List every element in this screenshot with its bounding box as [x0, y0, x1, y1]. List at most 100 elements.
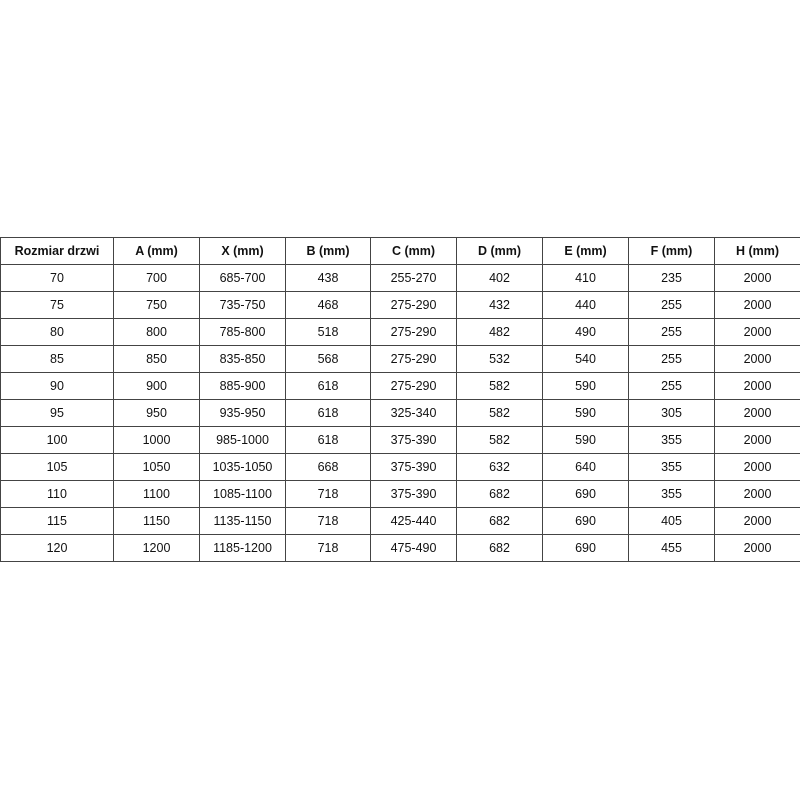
table-cell: 885-900 — [199, 372, 286, 400]
table-cell: 355 — [628, 453, 715, 481]
table-cell: 690 — [542, 480, 629, 508]
table-cell: 438 — [285, 264, 371, 292]
table-cell: 590 — [542, 372, 629, 400]
table-cell: 120 — [0, 534, 114, 562]
table-cell: 682 — [456, 507, 543, 535]
table-cell: 468 — [285, 291, 371, 319]
table-cell: 235 — [628, 264, 715, 292]
table-cell: 900 — [113, 372, 200, 400]
table-cell: 2000 — [714, 453, 800, 481]
table-row: 115 1150 1135-1150 718 425-440 682 690 405 2000 — [0, 507, 800, 535]
table-cell: 432 — [456, 291, 543, 319]
table-cell: 110 — [0, 480, 114, 508]
table-cell: 105 — [0, 453, 114, 481]
table-cell: 700 — [113, 264, 200, 292]
table-cell: 718 — [285, 507, 371, 535]
table-cell: 1100 — [113, 480, 200, 508]
column-header: A (mm) — [113, 237, 200, 265]
table-cell: 2000 — [714, 345, 800, 373]
table-cell: 325-340 — [370, 399, 457, 427]
table-cell: 690 — [542, 534, 629, 562]
table-cell: 95 — [0, 399, 114, 427]
table-cell: 85 — [0, 345, 114, 373]
table-row: 85 850 835-850 568 275-290 532 540 255 2000 — [0, 345, 800, 373]
table-cell: 540 — [542, 345, 629, 373]
table-cell: 582 — [456, 372, 543, 400]
table-cell: 935-950 — [199, 399, 286, 427]
table-row: 70 700 685-700 438 255-270 402 410 235 2000 — [0, 264, 800, 292]
table-row: 110 1100 1085-1100 718 375-390 682 690 355 2000 — [0, 480, 800, 508]
column-header: X (mm) — [199, 237, 286, 265]
table-cell: 2000 — [714, 264, 800, 292]
table-cell: 718 — [285, 480, 371, 508]
table-cell: 425-440 — [370, 507, 457, 535]
table-row: 100 1000 985-1000 618 375-390 582 590 355 2000 — [0, 426, 800, 454]
table-cell: 590 — [542, 399, 629, 427]
table-cell: 582 — [456, 399, 543, 427]
table-row: 105 1050 1035-1050 668 375-390 632 640 355 2000 — [0, 453, 800, 481]
table-row: 80 800 785-800 518 275-290 482 490 255 2000 — [0, 318, 800, 346]
table-cell: 410 — [542, 264, 629, 292]
table-cell: 618 — [285, 426, 371, 454]
table-cell: 1000 — [113, 426, 200, 454]
table-cell: 355 — [628, 426, 715, 454]
table-cell: 718 — [285, 534, 371, 562]
table-cell: 1150 — [113, 507, 200, 535]
table-cell: 682 — [456, 534, 543, 562]
table-cell: 690 — [542, 507, 629, 535]
table-cell: 375-390 — [370, 426, 457, 454]
table-row: 90 900 885-900 618 275-290 582 590 255 2000 — [0, 372, 800, 400]
column-header: E (mm) — [542, 237, 629, 265]
table-cell: 255 — [628, 345, 715, 373]
table-cell: 255 — [628, 318, 715, 346]
table-row: 120 1200 1185-1200 718 475-490 682 690 455 2000 — [0, 534, 800, 562]
table-cell: 640 — [542, 453, 629, 481]
table-cell: 100 — [0, 426, 114, 454]
table-cell: 1085-1100 — [199, 480, 286, 508]
table-cell: 255 — [628, 372, 715, 400]
table-cell: 835-850 — [199, 345, 286, 373]
table-cell: 2000 — [714, 372, 800, 400]
table-cell: 1035-1050 — [199, 453, 286, 481]
table-cell: 985-1000 — [199, 426, 286, 454]
table-cell: 455 — [628, 534, 715, 562]
table-cell: 850 — [113, 345, 200, 373]
table-cell: 402 — [456, 264, 543, 292]
table-cell: 275-290 — [370, 372, 457, 400]
column-header: F (mm) — [628, 237, 715, 265]
table-cell: 1185-1200 — [199, 534, 286, 562]
column-header: D (mm) — [456, 237, 543, 265]
table-cell: 2000 — [714, 426, 800, 454]
table-cell: 800 — [113, 318, 200, 346]
column-header: B (mm) — [285, 237, 371, 265]
table-cell: 668 — [285, 453, 371, 481]
header-row: Rozmiar drzwi A (mm) X (mm) B (mm) C (mm) D (… — [0, 237, 800, 265]
table-cell: 70 — [0, 264, 114, 292]
table-cell: 440 — [542, 291, 629, 319]
table-cell: 682 — [456, 480, 543, 508]
table-cell: 255 — [628, 291, 715, 319]
table-cell: 2000 — [714, 318, 800, 346]
table-cell: 2000 — [714, 534, 800, 562]
table-cell: 80 — [0, 318, 114, 346]
table-cell: 2000 — [714, 399, 800, 427]
table-cell: 618 — [285, 372, 371, 400]
table-cell: 75 — [0, 291, 114, 319]
table-cell: 305 — [628, 399, 715, 427]
table-cell: 618 — [285, 399, 371, 427]
table-cell: 475-490 — [370, 534, 457, 562]
table-cell: 375-390 — [370, 480, 457, 508]
table-cell: 582 — [456, 426, 543, 454]
table-cell: 275-290 — [370, 345, 457, 373]
table-cell: 1200 — [113, 534, 200, 562]
table-cell: 2000 — [714, 480, 800, 508]
table-cell: 355 — [628, 480, 715, 508]
table-cell: 785-800 — [199, 318, 286, 346]
table-cell: 735-750 — [199, 291, 286, 319]
table-cell: 685-700 — [199, 264, 286, 292]
table-cell: 275-290 — [370, 291, 457, 319]
table-cell: 2000 — [714, 291, 800, 319]
table-cell: 1050 — [113, 453, 200, 481]
door-size-table: Rozmiar drzwi A (mm) X (mm) B (mm) C (mm) D (… — [0, 237, 800, 562]
table-cell: 950 — [113, 399, 200, 427]
